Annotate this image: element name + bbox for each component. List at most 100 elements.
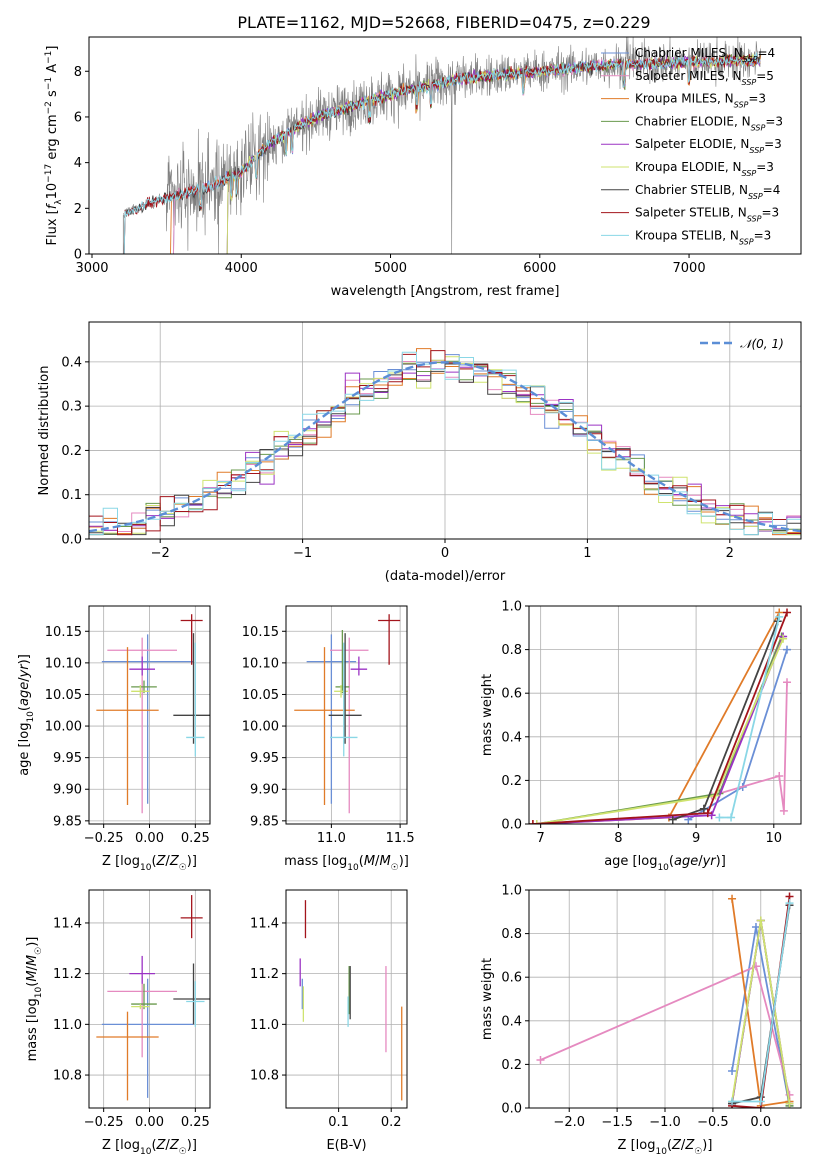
spectrum-data-line	[123, 37, 761, 254]
age-z-xlabel: Z [log10(Z/Z☉)]	[102, 854, 197, 873]
age-z-point	[131, 684, 150, 698]
age-z-ytick-label: 9.90	[53, 783, 82, 798]
mass-z-ylabel: mass [log10(M/M☉)]	[25, 937, 44, 1062]
spectrum-ylabel-part: −1	[44, 77, 54, 90]
legend-label: Kroupa ELODIE, NSSP=3	[635, 160, 774, 178]
weight-age-xlabel-part: )]	[716, 854, 726, 869]
weight-z-xlabel-part: )]	[702, 1138, 712, 1153]
legend-label-count: =5	[756, 69, 774, 83]
legend-label-sub: SSP	[739, 237, 754, 246]
legend-label-sub: SSP	[751, 123, 766, 132]
mass-ebv-ytick-label: 11.0	[250, 1018, 279, 1033]
mass-z-point	[96, 1011, 159, 1101]
age-mass-ytick-label: 10.10	[242, 656, 279, 671]
legend-label-main: Salpeter MILES, N	[635, 69, 742, 83]
legend-label: Salpeter ELODIE, NSSP=3	[635, 137, 782, 155]
age-z-xlabel-part: (	[151, 854, 156, 869]
panels: 3000 4000 5000 6000 7000 0 2 4 6 8 wavelength [Ang…	[17, 36, 802, 1157]
mass-z-point	[107, 976, 177, 1058]
residuals-ytick-label: 0.3	[61, 400, 82, 415]
weight-age-xtick-label: 10	[766, 831, 783, 846]
mass-z-xlabel-part: Z	[169, 1138, 180, 1153]
spectrum-ytick-label: 4	[74, 156, 82, 171]
residuals-ytick-label: 0.0	[61, 533, 82, 548]
mass-z-xtick-label: 0.25	[181, 1115, 210, 1130]
spectrum-ytick-label: 2	[74, 202, 82, 217]
mass-z-xlabel-part: /	[165, 1138, 170, 1153]
age-mass-frame	[285, 605, 408, 825]
weight-z-panel: −2.0 −1.5 −1.0 −0.5 0.0 0.0 0.2 0.4 0.6 0.8 1.0 Z […	[480, 884, 802, 1157]
spectrum-plot-area	[122, 37, 762, 254]
residuals-ytick-label: 0.1	[61, 488, 82, 503]
mass-z-ytick-label: 11.2	[53, 967, 82, 982]
legend-label: Kroupa MILES, NSSP=3	[635, 92, 766, 110]
weight-z-xtick-label: 0.0	[750, 1115, 771, 1130]
legend-label-sub: SSP	[734, 100, 749, 109]
weight-age-xlabel-part: 10	[657, 863, 669, 873]
weight-z-xlabel-part: (	[667, 1138, 672, 1153]
age-z-point	[173, 633, 210, 744]
weight-age-xtick-label: 9	[692, 831, 700, 846]
weight-z-point-marker	[756, 916, 765, 925]
spectrum-ylabel-part: A	[45, 64, 60, 77]
age-mass-ytick-label: 10.00	[242, 720, 279, 735]
age-mass-xlabel-part: M	[379, 854, 390, 869]
spectrum-xtick-label: 4000	[225, 261, 258, 276]
mass-z-point	[180, 895, 203, 939]
weight-z-xtick-label: −1.0	[649, 1115, 681, 1130]
weight-z-point-marker	[728, 894, 737, 903]
mass-ebv-ytick-label: 11.4	[250, 916, 279, 931]
weight-z-point-marker	[728, 1097, 737, 1106]
weight-z-point-marker	[785, 1099, 794, 1108]
legend-label-main: Kroupa MILES, N	[635, 92, 734, 106]
age-mass-xlabel-part: M	[364, 854, 375, 869]
residuals-ytick-label: 0.2	[61, 444, 82, 459]
spectrum-ylabel-part: 10	[45, 183, 60, 200]
age-z-ytick-label: 9.85	[53, 814, 82, 829]
age-z-xlabel-part: Z	[169, 854, 180, 869]
weight-z-point-marker	[728, 1066, 737, 1075]
age-z-ylabel-part: /	[17, 677, 32, 682]
age-mass-xlabel-part: )]	[399, 854, 409, 869]
age-mass-xlabel-part: (	[359, 854, 364, 869]
weight-z-xlabel-part: 10	[655, 1147, 667, 1157]
mass-z-ylabel-part: (	[25, 982, 40, 987]
legend-label-main: Salpeter STELIB, N	[635, 206, 747, 220]
spectrum-ylabel-part: −17	[44, 164, 54, 183]
spectrum-xtick-label: 5000	[374, 261, 407, 276]
weight-z-ytick-label: 0.4	[501, 1014, 522, 1029]
weight-age-xlabel-part: age [log	[604, 854, 657, 869]
weight-z-ytick-label: 0.0	[501, 1102, 522, 1117]
mass-ebv-xtick-label: 0.2	[381, 1115, 402, 1130]
legend-label-sub: SSP	[742, 77, 757, 86]
weight-age-ytick-label: 1.0	[501, 600, 522, 615]
weight-age-xlabel: age [log10(age/yr)]	[604, 854, 726, 873]
age-z-xtick-label: −0.25	[84, 831, 124, 846]
age-mass-ytick-label: 9.85	[250, 814, 279, 829]
residuals-xlabel: (data-model)/error	[385, 569, 506, 584]
age-mass-plot-area	[294, 614, 401, 814]
weight-age-ytick-label: 0.2	[501, 774, 522, 789]
age-mass-point	[335, 630, 350, 694]
residuals-xtick-label: 1	[583, 546, 591, 561]
spectrum-ylabel-part: erg cm	[45, 114, 60, 163]
mass-ebv-xtick-label: 0.1	[328, 1115, 349, 1130]
age-mass-xtick-label: 11.0	[317, 831, 346, 846]
mass-z-point	[131, 983, 157, 1010]
weight-z-point-marker	[756, 1097, 765, 1106]
age-mass-point	[306, 634, 357, 804]
age-z-plot-area	[96, 614, 210, 814]
weight-age-xlabel-part: (	[669, 854, 674, 869]
age-mass-panel: 11.0 11.5 9.85 9.90 9.95 10.00 10.05 10.10 10.15…	[242, 605, 415, 873]
mass-z-xlabel: Z [log10(Z/Z☉)]	[102, 1138, 197, 1157]
legend-label-sub: SSP	[743, 55, 758, 64]
legend-label-main: Chabrier STELIB, N	[635, 183, 748, 197]
weight-age-ytick-label: 0.6	[501, 687, 522, 702]
weight-age-xlabel-part: yr	[702, 854, 718, 869]
mass-z-plot-area	[96, 895, 210, 1101]
figure-title: PLATE=1162, MJD=52668, FIBERID=0475, z=0…	[237, 13, 650, 32]
mass-z-xlabel-part: (	[151, 1138, 156, 1153]
